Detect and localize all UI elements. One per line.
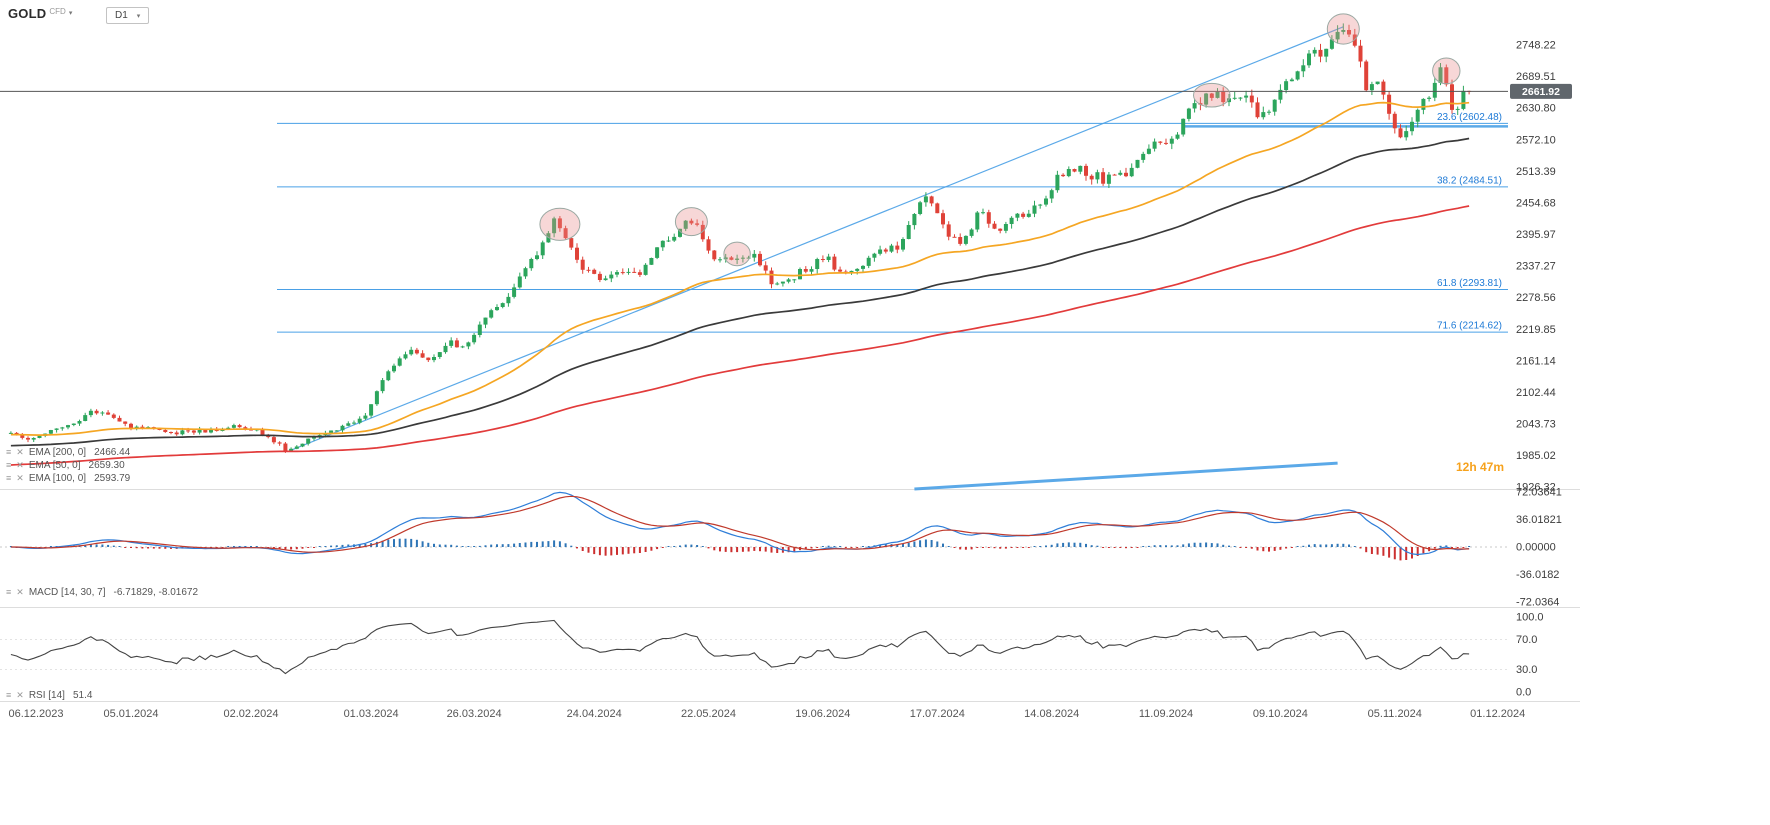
timeframe-selector[interactable]: D1 ▾: [106, 7, 150, 24]
ema-50-value: 2659.30: [88, 460, 125, 471]
instrument-name: GOLD: [8, 6, 47, 21]
chevron-down-icon: ▾: [136, 13, 141, 20]
svg-text:2454.68: 2454.68: [1516, 197, 1556, 209]
ema-200-value: 2466.44: [94, 447, 131, 458]
svg-text:2748.22: 2748.22: [1516, 40, 1556, 52]
svg-text:01.03.2024: 01.03.2024: [344, 708, 399, 720]
svg-text:38.2 (2484.51): 38.2 (2484.51): [1437, 175, 1502, 186]
ema-50-legend: ≡ ✕ EMA [50, 0] 2659.30: [6, 460, 125, 471]
svg-text:1985.02: 1985.02: [1516, 450, 1556, 462]
svg-text:2689.51: 2689.51: [1516, 71, 1556, 83]
indicator-close-icon[interactable]: ✕: [16, 460, 24, 470]
ema-100-legend: ≡ ✕ EMA [100, 0] 2593.79: [6, 473, 130, 484]
svg-text:2102.44: 2102.44: [1516, 387, 1556, 399]
ema-100-value: 2593.79: [94, 473, 131, 484]
svg-text:11.09.2024: 11.09.2024: [1139, 708, 1193, 720]
svg-text:1926.32: 1926.32: [1516, 482, 1556, 494]
ema-200-label: EMA [200, 0]: [28, 447, 87, 458]
indicator-close-icon[interactable]: ✕: [16, 690, 24, 700]
svg-text:72.03641: 72.03641: [1516, 487, 1562, 499]
svg-text:09.10.2024: 09.10.2024: [1253, 708, 1308, 720]
svg-text:2572.10: 2572.10: [1516, 134, 1556, 146]
svg-text:23.6 (2602.48): 23.6 (2602.48): [1437, 112, 1502, 123]
svg-text:0.00000: 0.00000: [1516, 542, 1556, 554]
svg-text:2513.39: 2513.39: [1516, 166, 1556, 178]
instrument-type-label: CFD: [49, 7, 66, 16]
svg-text:26.03.2024: 26.03.2024: [447, 708, 502, 720]
macd-value: -6.71829, -8.01672: [113, 587, 199, 598]
svg-text:36.01821: 36.01821: [1516, 514, 1562, 526]
svg-text:2161.14: 2161.14: [1516, 355, 1556, 367]
indicator-close-icon[interactable]: ✕: [16, 473, 24, 483]
macd-legend: ≡ ✕ MACD [14, 30, 7] -6.71829, -8.01672: [6, 587, 198, 598]
svg-text:61.8 (2293.81): 61.8 (2293.81): [1437, 278, 1502, 289]
timeframe-label: D1: [115, 10, 128, 21]
svg-text:30.0: 30.0: [1516, 664, 1537, 676]
svg-text:71.6 (2214.62): 71.6 (2214.62): [1437, 321, 1502, 332]
ema-200-legend: ≡ ✕ EMA [200, 0] 2466.44: [6, 447, 130, 458]
svg-text:2630.80: 2630.80: [1516, 103, 1556, 115]
svg-text:2278.56: 2278.56: [1516, 292, 1556, 304]
ema-50-label: EMA [50, 0]: [28, 460, 81, 471]
svg-text:19.06.2024: 19.06.2024: [795, 708, 850, 720]
rsi-legend: ≡ ✕ RSI [14] 51.4: [6, 690, 92, 701]
ema-100-label: EMA [100, 0]: [28, 473, 87, 484]
svg-text:24.04.2024: 24.04.2024: [567, 708, 622, 720]
svg-text:2219.85: 2219.85: [1516, 324, 1556, 336]
indicator-settings-icon[interactable]: ≡: [6, 587, 12, 597]
svg-text:05.01.2024: 05.01.2024: [103, 708, 158, 720]
svg-text:-72.0364: -72.0364: [1516, 596, 1559, 608]
indicator-settings-icon[interactable]: ≡: [6, 460, 12, 470]
svg-text:06.12.2023: 06.12.2023: [8, 708, 63, 720]
indicator-settings-icon[interactable]: ≡: [6, 690, 12, 700]
svg-text:22.05.2024: 22.05.2024: [681, 708, 736, 720]
svg-text:100.0: 100.0: [1516, 612, 1544, 624]
rsi-label: RSI [14]: [28, 690, 65, 701]
indicator-settings-icon[interactable]: ≡: [6, 447, 12, 457]
svg-text:2043.73: 2043.73: [1516, 419, 1556, 431]
chevron-down-icon: ▾: [68, 10, 73, 17]
svg-text:05.11.2024: 05.11.2024: [1368, 708, 1422, 720]
svg-text:2337.27: 2337.27: [1516, 261, 1556, 273]
candle-countdown: 12h 47m: [1455, 460, 1504, 474]
macd-label: MACD [14, 30, 7]: [28, 587, 106, 598]
svg-text:01.12.2024: 01.12.2024: [1470, 708, 1525, 720]
svg-text:0.0: 0.0: [1516, 687, 1531, 699]
svg-text:14.08.2024: 14.08.2024: [1024, 708, 1079, 720]
svg-text:2395.97: 2395.97: [1516, 229, 1556, 241]
chart-canvas[interactable]: 23.6 (2602.48) 38.2 (2484.51) 61.8 (2293.8…: [0, 0, 1580, 730]
svg-text:17.07.2024: 17.07.2024: [910, 708, 965, 720]
indicator-close-icon[interactable]: ✕: [16, 587, 24, 597]
svg-text:70.0: 70.0: [1516, 634, 1537, 646]
svg-text:-36.0182: -36.0182: [1516, 569, 1559, 581]
indicator-close-icon[interactable]: ✕: [16, 447, 24, 457]
svg-text:2661.92: 2661.92: [1522, 86, 1560, 98]
instrument-selector[interactable]: GOLD CFD ▾: [8, 6, 72, 21]
svg-text:02.02.2024: 02.02.2024: [223, 708, 278, 720]
rsi-value: 51.4: [72, 690, 93, 701]
indicator-settings-icon[interactable]: ≡: [6, 473, 12, 483]
